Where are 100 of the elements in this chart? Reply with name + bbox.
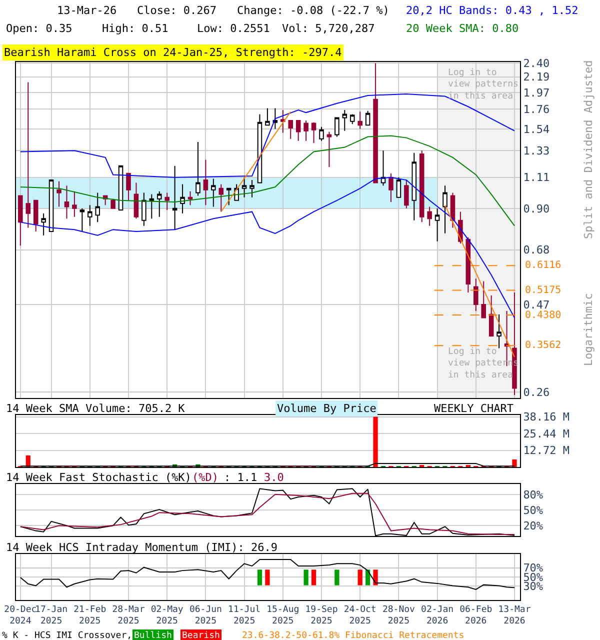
- candlestick: [419, 150, 424, 223]
- candlestick: [142, 192, 146, 226]
- candlestick: [33, 200, 38, 232]
- candlestick: [326, 131, 332, 168]
- candlestick: [149, 194, 154, 220]
- annotation: : 1.1: [224, 471, 258, 484]
- candlestick: [88, 204, 92, 226]
- candlestick: [373, 62, 378, 184]
- candlestick: [211, 178, 216, 208]
- candlestick: [488, 294, 494, 337]
- ref-line-label: 0.5175: [525, 285, 562, 296]
- y-tick-label: 1.76: [523, 102, 550, 116]
- candlestick: [350, 114, 355, 125]
- annotation: 14 Week HCS Intraday Momentum (IMI): 26.9: [6, 541, 278, 554]
- y-tick-label: 80%: [523, 488, 544, 502]
- x-tick-label: 24-Oct 2025: [344, 604, 376, 626]
- x-tick-label: 19-Sep 2025: [305, 604, 338, 626]
- candlestick: [304, 120, 308, 142]
- candlestick: [126, 172, 131, 201]
- y-tick-label: 20%: [523, 519, 544, 532]
- y-tick-label: 30%: [523, 580, 544, 594]
- y-tick-label: 1.11: [523, 171, 550, 184]
- line-series: [20, 93, 515, 178]
- text: Low: 0.2551: [197, 22, 270, 35]
- y-tick-label: 0.90: [523, 202, 550, 216]
- candlestick: [218, 184, 224, 212]
- candlestick: [473, 278, 478, 312]
- candlestick: [250, 180, 254, 198]
- candlestick: [272, 108, 278, 130]
- text: Bearish Harami Cross on 24-Jan-25, Strength: -297.4: [4, 46, 342, 59]
- x-tick-label: 06-Jun 2025: [189, 604, 222, 626]
- candlestick: [296, 120, 301, 142]
- candlestick: [412, 152, 417, 221]
- candlestick: [280, 109, 286, 134]
- annotation: 14 Week Fast Stochastic (%K): [6, 471, 192, 484]
- x-tick-label: 15-Aug 2025: [266, 604, 300, 626]
- candlestick: [203, 159, 208, 206]
- ref-line-label: 0.3562: [525, 340, 562, 351]
- y-tick-label: 2.40: [523, 57, 550, 70]
- y-tick-label: 0.47: [523, 298, 550, 312]
- text: Bullish: [134, 631, 172, 640]
- candlestick: [64, 185, 70, 220]
- bar: [373, 416, 378, 467]
- annotation: 3.0: [264, 471, 284, 484]
- y-tick-label: 50%: [523, 504, 544, 517]
- candlestick: [26, 82, 31, 228]
- ref-line-label: 0.6116: [525, 260, 562, 271]
- candlestick: [496, 314, 502, 349]
- y-tick-label: 25.44 M: [523, 427, 570, 440]
- candlestick: [80, 208, 85, 232]
- x-tick-label: 06-Feb 2026: [460, 604, 492, 626]
- bar: [512, 459, 517, 467]
- x-tick-label: 28-Nov 2025: [382, 604, 415, 626]
- line-series: [20, 135, 515, 226]
- line-series: [20, 176, 515, 318]
- candlestick: [380, 150, 386, 186]
- candlestick: [404, 180, 409, 209]
- candlestick: [164, 192, 170, 211]
- annotation: Log in to view patterns in this area: [448, 68, 518, 102]
- text: Open: 0.35: [6, 22, 72, 35]
- text: Logarithmic: [582, 293, 595, 366]
- text: Vol: 5,720,287: [282, 22, 375, 35]
- candlestick: [196, 141, 200, 196]
- y-tick-label: 12.72 M: [523, 444, 570, 458]
- candlestick: [396, 176, 402, 198]
- x-tick-label: 17-Jan 2025: [35, 604, 68, 626]
- y-tick-label: 0.68: [523, 244, 550, 257]
- line-series: [20, 559, 515, 590]
- candlestick: [365, 110, 370, 126]
- candlestick: [226, 188, 232, 206]
- x-tick-label: 21-Feb 2025: [74, 604, 106, 626]
- candlestick: [72, 190, 77, 218]
- candlestick: [342, 109, 348, 132]
- text: Split and Dividend Adjusted: [582, 60, 595, 239]
- candlestick: [172, 165, 178, 230]
- text: High: 0.51: [102, 22, 168, 35]
- candlestick: [481, 280, 486, 318]
- candlestick: [110, 198, 116, 209]
- candlestick: [180, 184, 185, 214]
- x-tick-label: 11-Jul 2025: [228, 604, 261, 626]
- text: Bearish: [182, 631, 220, 640]
- candlestick: [427, 206, 432, 226]
- x-tick-label: 13-Mar 2026: [498, 604, 532, 626]
- y-tick-label: 1.54: [523, 122, 550, 136]
- x-tick-label: 20-Dec 2024: [4, 604, 37, 626]
- candlestick: [265, 108, 270, 126]
- y-tick-label: 0.26: [523, 386, 550, 400]
- annotation: Volume By Price: [277, 402, 376, 415]
- x-tick-label: 28-Mar 2025: [112, 604, 146, 626]
- text: 23.6-38.2-50-61.8% Fibonacci Retracements: [242, 631, 464, 640]
- text: 20,2 HC Bands: 0.43 , 1.52: [406, 4, 578, 17]
- candlestick: [257, 114, 262, 184]
- text: 20 Week SMA: 0.80: [406, 22, 519, 35]
- candlestick: [334, 117, 340, 138]
- x-tick-label: 02-Jan 2026: [421, 604, 454, 626]
- candlestick: [442, 185, 448, 234]
- annotation: (%D): [192, 471, 218, 484]
- y-tick-label: 2.19: [523, 70, 550, 84]
- candlestick: [319, 126, 324, 142]
- text: Close: 0.267: [137, 4, 216, 17]
